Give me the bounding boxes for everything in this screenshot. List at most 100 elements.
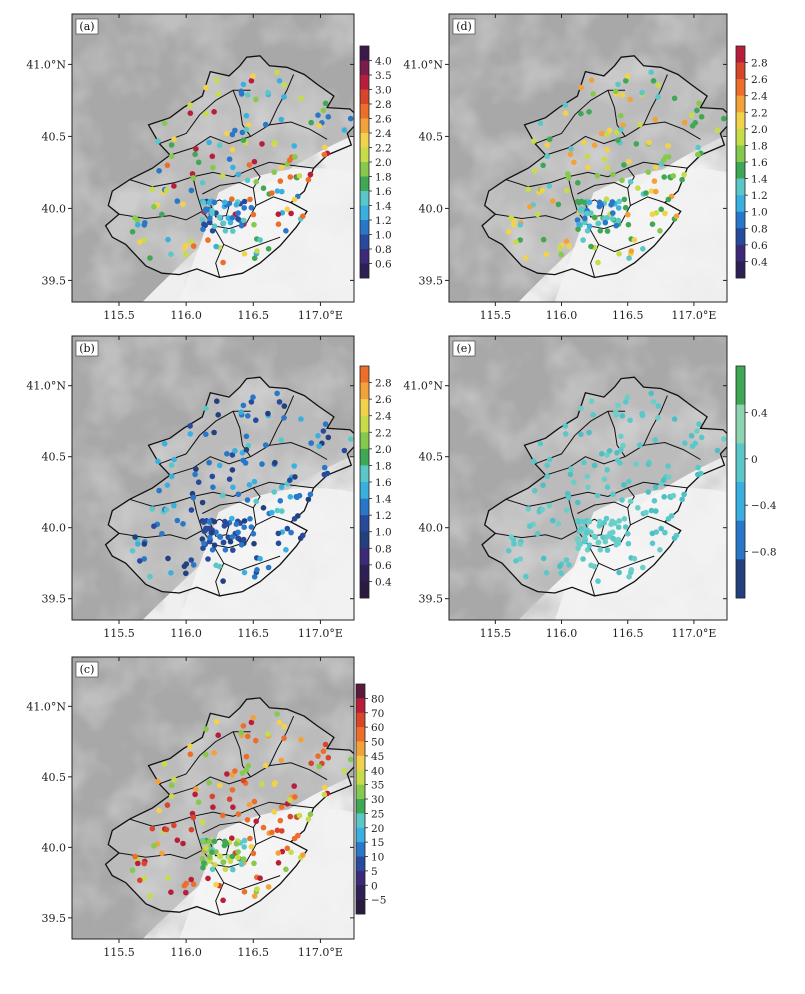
station-point — [621, 482, 627, 488]
lon-tick-label: 116.0 — [546, 627, 578, 640]
station-point — [238, 542, 245, 548]
station-point — [241, 251, 248, 257]
station-point — [171, 136, 177, 142]
station-point — [206, 139, 212, 146]
lon-tick-label: 115.5 — [480, 309, 512, 322]
colorbar-swatch — [356, 885, 365, 900]
station-point — [534, 530, 541, 537]
colorbar-swatch — [356, 755, 365, 771]
station-point — [316, 763, 323, 770]
station-point — [615, 457, 621, 464]
station-point — [597, 228, 604, 234]
station-point — [222, 838, 228, 845]
lat-tick-label: 41.0°N — [403, 58, 443, 71]
lat-tick-label: 40.5 — [42, 451, 67, 464]
station-point — [578, 206, 584, 212]
colorbar-label: 2.8 — [375, 99, 392, 111]
colorbar-swatch — [360, 382, 369, 400]
station-point — [531, 458, 537, 465]
station-point — [598, 451, 605, 457]
station-point — [188, 507, 195, 513]
station-point — [539, 187, 545, 193]
station-point — [610, 491, 616, 498]
station-point — [614, 450, 620, 456]
station-point — [658, 525, 664, 532]
station-point — [633, 461, 640, 467]
station-point — [571, 159, 577, 166]
station-point — [618, 433, 624, 440]
colorbar-label: 0.6 — [751, 240, 768, 252]
station-point — [321, 784, 328, 791]
station-point — [615, 217, 622, 224]
map-panel-e: 115.5 116.0 116.5 117.0°E 41.0°N 40.5 40.0 39.5… — [403, 335, 777, 640]
colorbar-label: 80 — [371, 693, 384, 705]
station-point — [347, 436, 354, 442]
station-point — [171, 822, 177, 829]
colorbar-swatch — [356, 899, 365, 915]
station-point — [245, 442, 252, 449]
station-point — [615, 205, 622, 211]
station-point — [164, 802, 171, 808]
station-point — [190, 494, 197, 501]
station-point — [274, 711, 280, 717]
colorbar-label: 1.2 — [751, 190, 768, 202]
colorbar-label: 1.2 — [375, 510, 392, 522]
station-point — [200, 839, 207, 845]
station-point — [246, 162, 253, 168]
station-point — [300, 532, 306, 539]
station-point — [230, 804, 236, 810]
colorbar-label: −5 — [371, 895, 386, 907]
station-point — [245, 763, 252, 769]
station-point — [274, 827, 281, 834]
station-point — [233, 202, 240, 208]
station-point — [209, 866, 216, 873]
colorbar-label: 1.4 — [375, 494, 392, 506]
station-point — [214, 719, 220, 725]
lon-tick-label: 115.5 — [103, 309, 135, 322]
station-point — [527, 204, 533, 210]
station-point — [655, 94, 661, 100]
station-point — [251, 798, 258, 805]
station-point — [582, 534, 588, 541]
station-point — [568, 146, 574, 152]
station-point — [203, 206, 209, 212]
colorbar: 0.4 0 −0.4 −0.8 — [735, 365, 777, 599]
station-point — [183, 251, 189, 258]
station-point — [689, 443, 696, 450]
station-point — [141, 222, 148, 228]
colorbar-label: 2.0 — [375, 157, 392, 169]
station-point — [643, 190, 649, 196]
colorbar-swatch — [360, 249, 369, 264]
station-point — [203, 845, 209, 851]
station-point — [657, 547, 663, 553]
colorbar-label: 2.4 — [375, 128, 392, 140]
station-point — [235, 216, 241, 222]
station-point — [586, 109, 592, 115]
station-point — [159, 530, 165, 537]
station-point — [251, 893, 258, 899]
station-point — [213, 562, 219, 569]
station-point — [216, 214, 223, 221]
station-point — [250, 714, 256, 721]
station-point — [235, 171, 242, 178]
station-point — [665, 463, 671, 469]
station-point — [149, 186, 156, 193]
station-point — [558, 570, 564, 577]
station-point — [239, 770, 246, 776]
station-point — [588, 77, 595, 83]
station-point — [269, 509, 275, 516]
colorbar-swatch — [736, 62, 745, 80]
station-point — [650, 78, 657, 84]
station-point — [628, 248, 635, 254]
station-point — [141, 541, 148, 547]
map-frame — [448, 335, 728, 621]
station-point — [287, 813, 294, 820]
station-point — [590, 91, 596, 97]
station-point — [546, 456, 553, 463]
station-point — [245, 92, 251, 98]
station-point — [296, 173, 303, 179]
station-point — [278, 757, 285, 764]
station-point — [168, 473, 175, 480]
map-panel-c: 115.5 116.0 116.5 117.0°E 41.0°N 40.5 40.0 39.5… — [26, 656, 386, 959]
station-point — [274, 507, 281, 514]
